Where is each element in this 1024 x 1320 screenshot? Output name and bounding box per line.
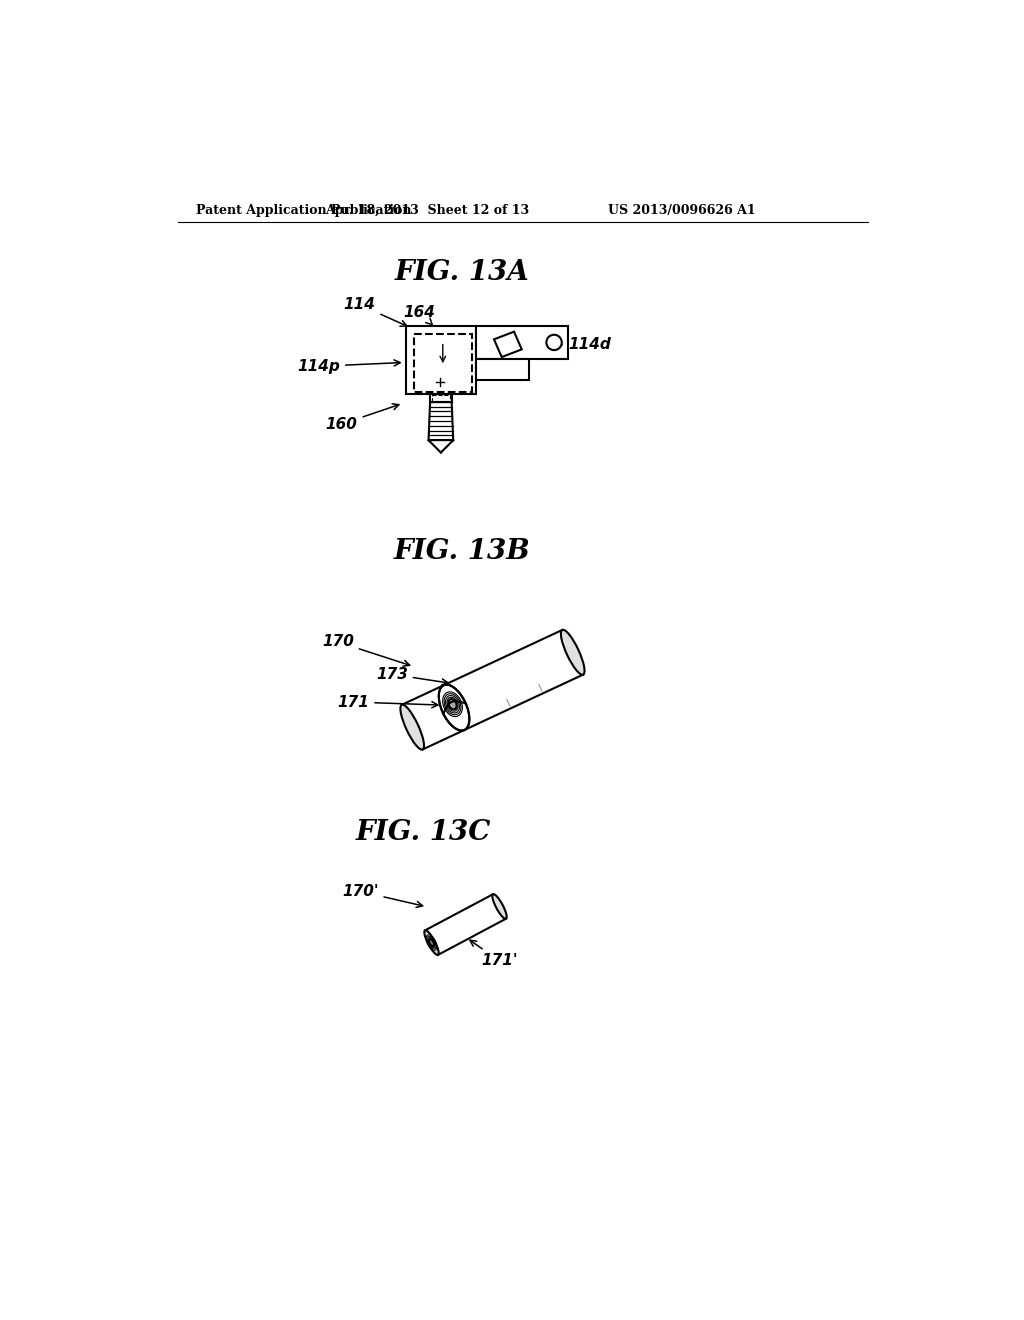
Text: FIG. 13C: FIG. 13C — [355, 818, 490, 846]
Bar — [414, 334, 472, 392]
Bar — [430, 395, 452, 401]
Text: 170': 170' — [342, 884, 423, 907]
Circle shape — [547, 335, 562, 350]
Text: Apr. 18, 2013  Sheet 12 of 13: Apr. 18, 2013 Sheet 12 of 13 — [325, 205, 529, 218]
Polygon shape — [401, 630, 583, 750]
Bar — [432, 395, 451, 401]
Bar — [475, 326, 568, 359]
Text: 170: 170 — [322, 635, 410, 667]
Text: FIG. 13B: FIG. 13B — [393, 537, 530, 565]
Ellipse shape — [400, 705, 424, 750]
Ellipse shape — [429, 939, 434, 946]
Polygon shape — [425, 894, 506, 954]
Text: 160: 160 — [326, 404, 399, 432]
Bar — [407, 326, 475, 395]
Text: FIG. 13A: FIG. 13A — [394, 259, 529, 286]
Text: 173: 173 — [376, 667, 447, 685]
Ellipse shape — [561, 630, 585, 675]
Text: 171: 171 — [337, 694, 438, 710]
Text: 171': 171' — [470, 940, 517, 969]
Ellipse shape — [439, 685, 469, 730]
Text: 114d: 114d — [552, 337, 610, 352]
Bar — [475, 359, 529, 380]
Text: 114: 114 — [343, 297, 407, 326]
Text: 164: 164 — [403, 305, 435, 325]
Text: Patent Application Publication: Patent Application Publication — [196, 205, 412, 218]
Ellipse shape — [424, 931, 438, 954]
Text: 114p: 114p — [297, 359, 400, 374]
Ellipse shape — [449, 700, 457, 709]
Ellipse shape — [493, 894, 507, 919]
Text: US 2013/0096626 A1: US 2013/0096626 A1 — [608, 205, 756, 218]
Polygon shape — [494, 331, 521, 358]
